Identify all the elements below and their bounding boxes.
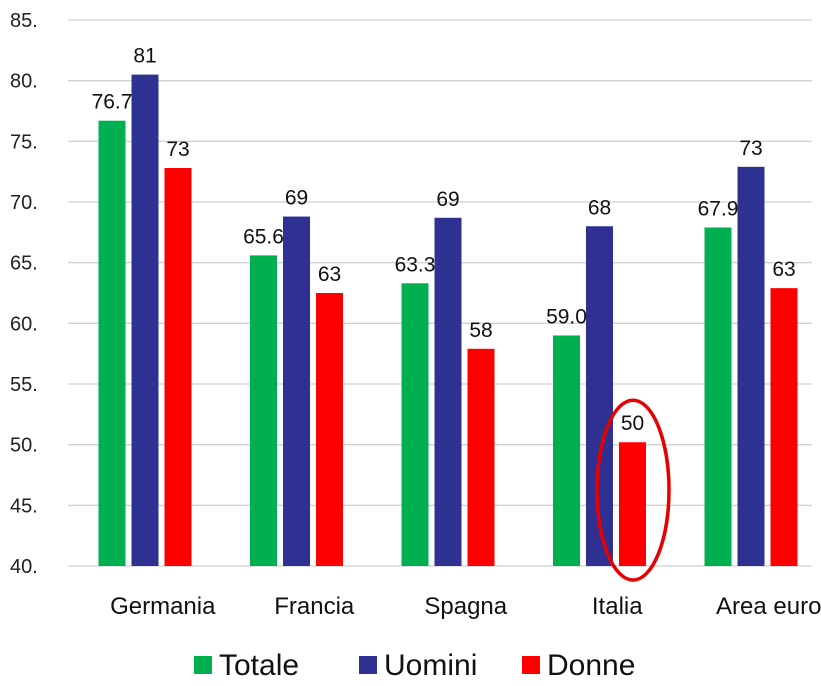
legend-label-totale: Totale	[219, 649, 299, 682]
y-tick-label: 60.	[10, 313, 38, 335]
data-label: 76.7	[92, 91, 133, 114]
y-tick-label: 65.	[10, 253, 38, 275]
y-tick-label: 55.	[10, 374, 38, 396]
bar-donne-francia	[316, 293, 343, 566]
bar-totale-germania	[98, 120, 126, 566]
y-tick-label: 45.	[10, 495, 38, 517]
bar-donne-spagna	[467, 348, 495, 566]
y-tick-label: 50.	[10, 435, 38, 457]
legend-swatch-totale	[194, 656, 212, 674]
y-tick-label: 75.	[10, 131, 38, 153]
data-label: 69	[285, 187, 308, 210]
bar-donne-germania	[164, 168, 192, 566]
data-label: 73	[739, 137, 762, 160]
legend: Totale Uomini Donne	[194, 649, 635, 682]
legend-swatch-donne	[522, 656, 540, 674]
bar-donne-italia	[619, 442, 646, 566]
bar-totale-area-euro	[704, 227, 732, 567]
bar-totale-italia	[553, 335, 580, 566]
bar-uomini-area-euro	[737, 166, 765, 566]
x-category-label: Area euro	[716, 593, 821, 620]
data-label: 81	[133, 45, 156, 68]
bar-uomini-spagna	[434, 217, 462, 567]
bar-donne-area-euro	[770, 288, 798, 566]
y-tick-label: 85.	[10, 10, 38, 32]
y-tick-label: 80.	[10, 71, 38, 93]
data-label: 58	[469, 319, 492, 342]
bar-totale-spagna	[401, 283, 429, 566]
data-label: 68	[588, 196, 611, 219]
x-category-label: Francia	[274, 593, 355, 620]
bar-uomini-germania	[131, 74, 159, 566]
y-tick-label: 70.	[10, 192, 38, 214]
data-label: 59.0	[546, 305, 587, 328]
legend-swatch-uomini	[359, 656, 377, 674]
x-category-label: Spagna	[424, 593, 507, 620]
data-label: 63	[318, 263, 341, 286]
x-category-label: Italia	[592, 593, 643, 620]
data-label: 73	[166, 138, 189, 161]
data-label: 50	[621, 412, 644, 435]
bars	[98, 74, 798, 567]
y-tick-label: 40.	[10, 556, 38, 578]
data-label: 65.6	[243, 225, 284, 248]
bar-totale-francia	[250, 255, 277, 567]
x-category-label: Germania	[110, 593, 216, 620]
data-label: 69	[436, 188, 459, 211]
y-axis-tick-labels: 40. 45. 50. 55. 60. 65. 70. 75. 80. 85.	[10, 10, 38, 578]
data-label: 63	[772, 258, 795, 281]
legend-label-uomini: Uomini	[384, 649, 477, 682]
data-label: 67.9	[698, 197, 739, 220]
x-axis-category-labels: Germania Francia Spagna Italia Area euro	[110, 593, 821, 620]
annotations	[595, 398, 671, 582]
legend-label-donne: Donne	[547, 649, 635, 682]
data-label: 63.3	[395, 253, 436, 276]
highlight-ellipse	[595, 398, 671, 582]
bar-uomini-francia	[283, 216, 310, 566]
